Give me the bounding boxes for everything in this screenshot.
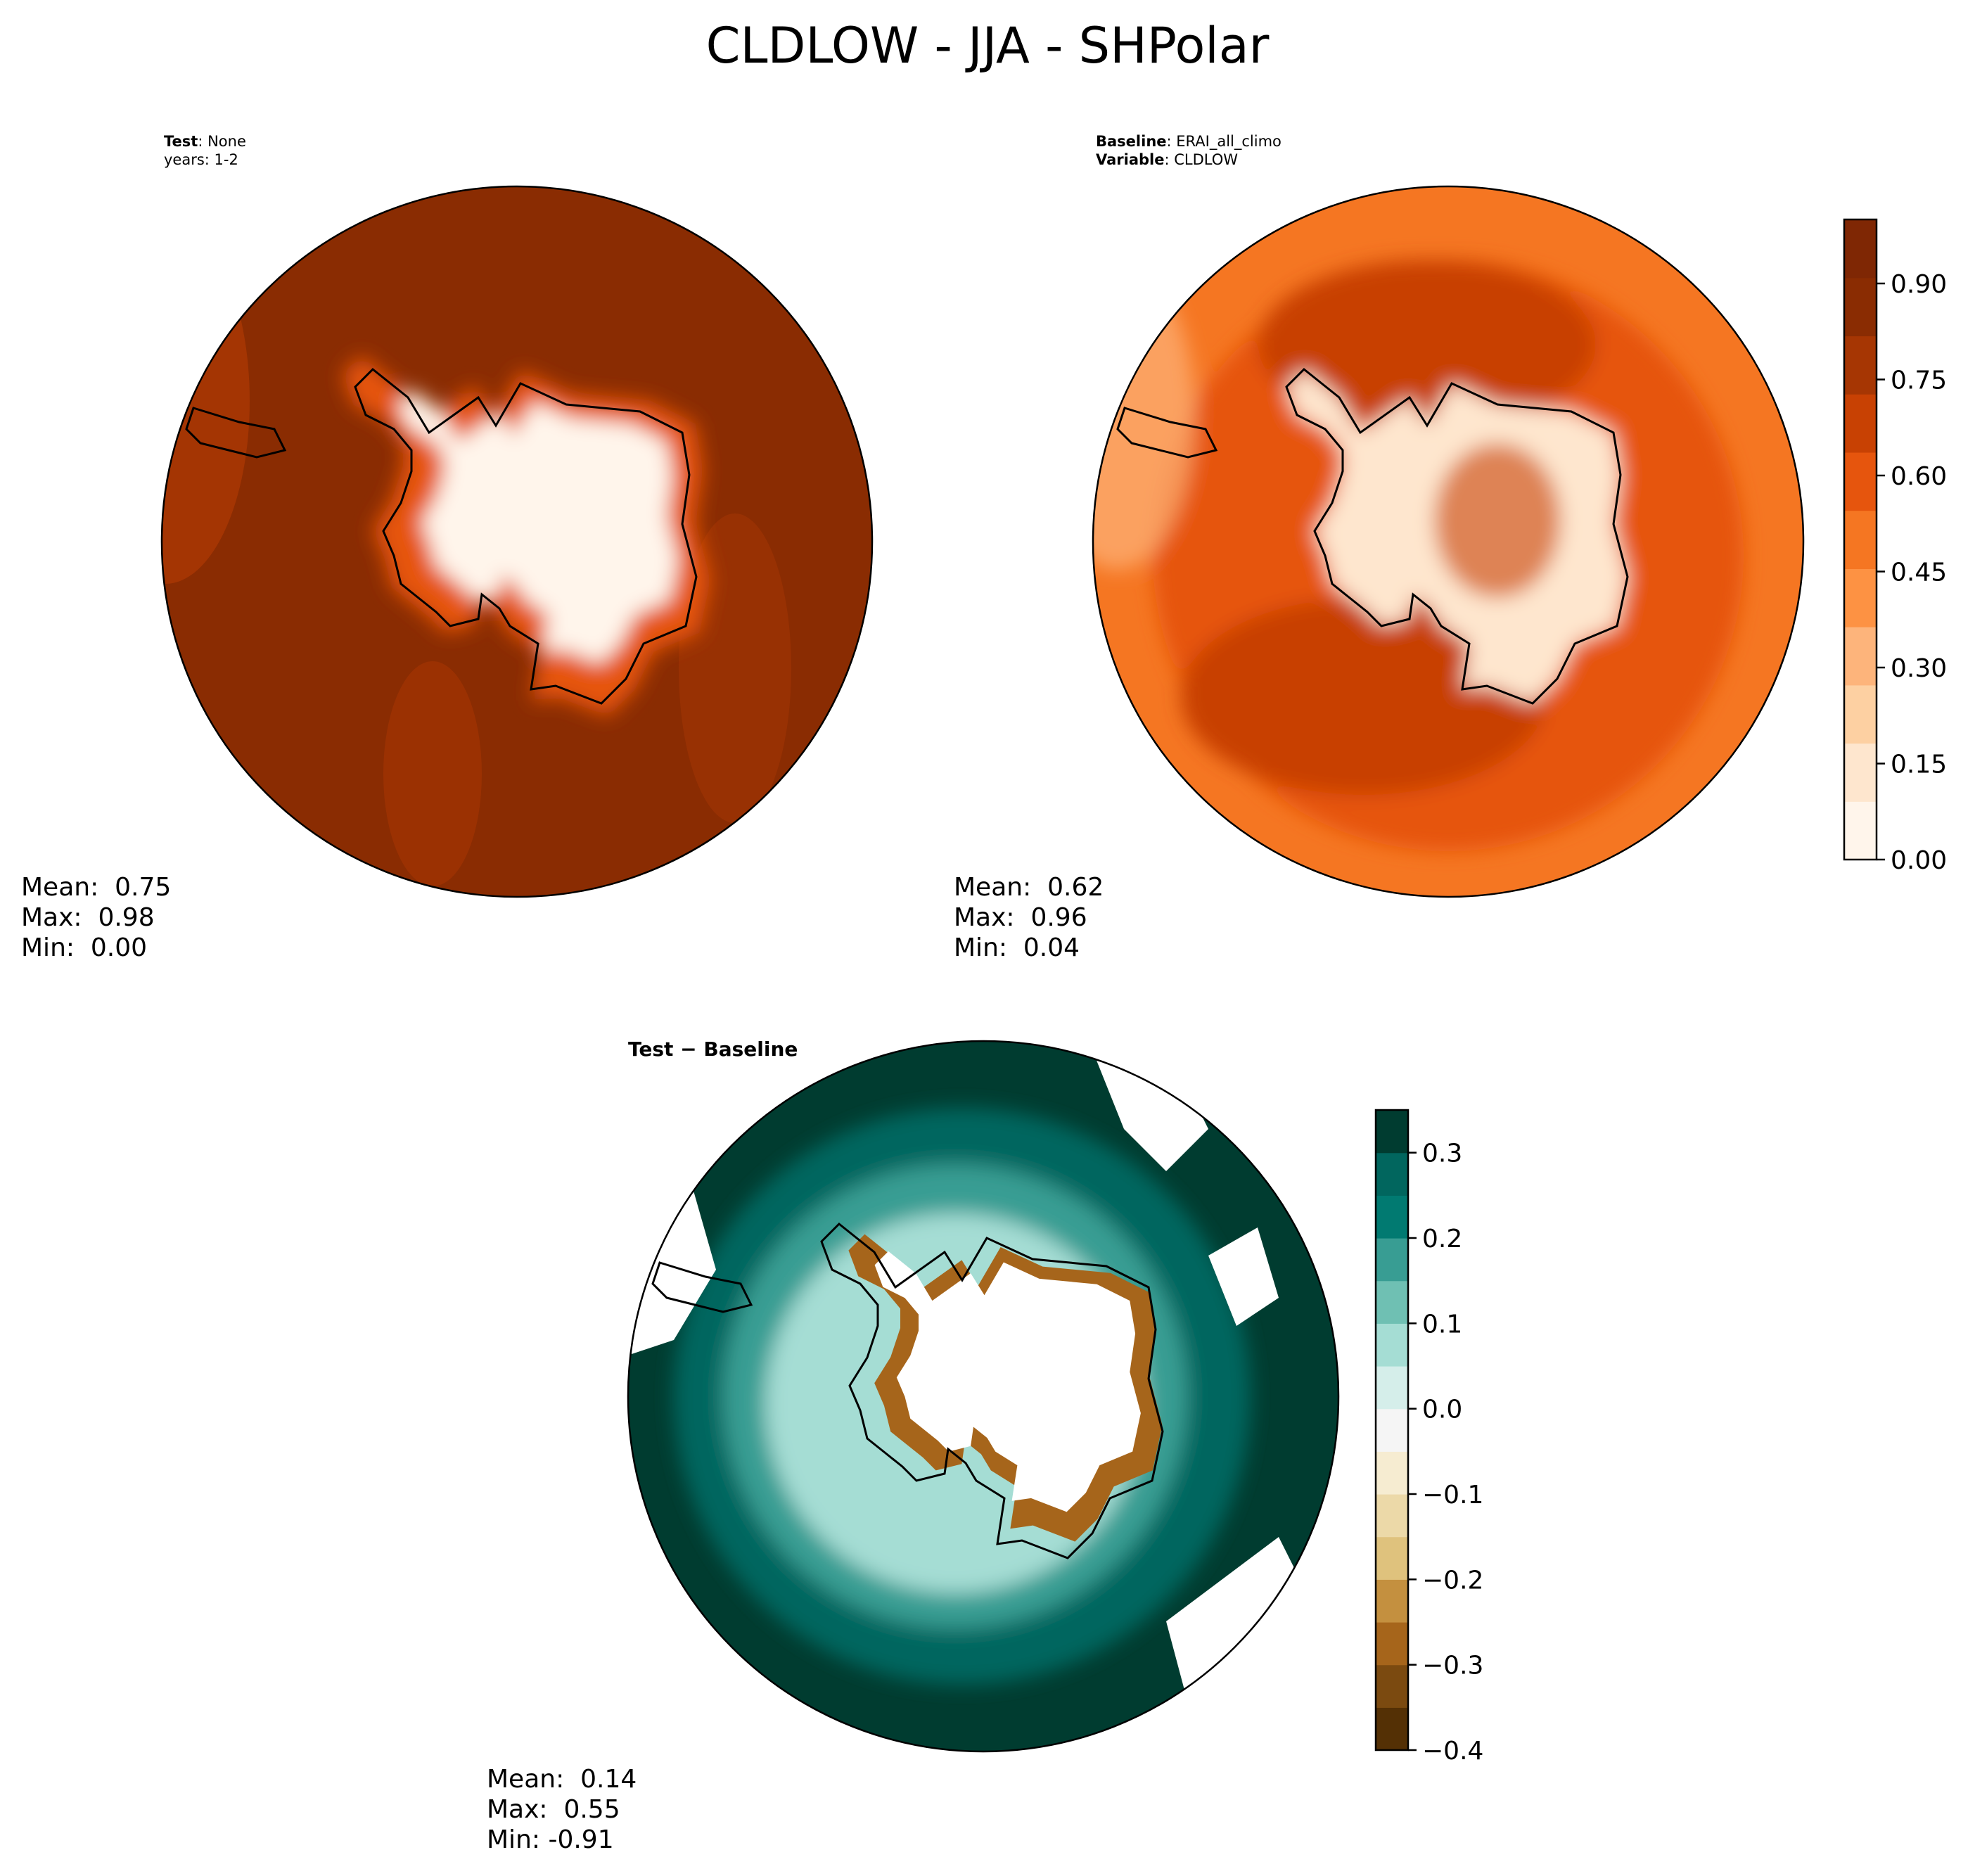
colorbar-tick-label: 0.60 bbox=[1891, 462, 1947, 491]
header-key: Variable bbox=[1096, 151, 1165, 168]
main-colorbar: 0.00 0.15 0.30 0.45 0.60 0.75 0.90 bbox=[1843, 218, 1947, 875]
baseline-map bbox=[1093, 186, 1803, 897]
baseline-panel-header: Baseline: ERAI_all_climo Variable: CLDLOW bbox=[1096, 132, 1281, 169]
colorbar-tick-label: 0.3 bbox=[1422, 1140, 1462, 1168]
header-line: Test: None bbox=[164, 132, 246, 151]
colorbar-segment bbox=[1844, 510, 1877, 569]
stat-min: Min: 0.00 bbox=[21, 933, 148, 962]
header-separator: : bbox=[1164, 151, 1175, 168]
stat-mean: Mean: 0.75 bbox=[21, 873, 172, 902]
colorbar-segment bbox=[1376, 1707, 1408, 1751]
colorbar-segment bbox=[1844, 277, 1877, 337]
colorbar-tick-label: 0.90 bbox=[1891, 270, 1947, 299]
colorbar-tick-label: 0.15 bbox=[1891, 751, 1947, 779]
colorbar-segment bbox=[1376, 1280, 1408, 1324]
stat-min: Min: 0.04 bbox=[954, 933, 1080, 962]
colorbar-tick-label: 0.75 bbox=[1891, 366, 1947, 395]
colorbar-tick-label: 0.45 bbox=[1891, 559, 1947, 587]
colorbar-frame bbox=[1374, 1109, 1410, 1751]
colorbar-segment bbox=[1376, 1451, 1408, 1495]
colorbar-segment bbox=[1376, 1323, 1408, 1367]
colorbar-segment bbox=[1844, 336, 1877, 395]
colorbar-segment bbox=[1376, 1664, 1408, 1708]
stat-max: Max: 0.98 bbox=[21, 903, 155, 932]
colorbar-tick-label: −0.1 bbox=[1422, 1481, 1483, 1510]
figure-title: CLDLOW - JJA - SHPolar bbox=[705, 17, 1270, 75]
colorbar-segment bbox=[1376, 1152, 1408, 1196]
test-panel-stats: Mean: 0.75 Max: 0.98 Min: 0.00 bbox=[21, 872, 171, 963]
colorbar-tick-label: 0.30 bbox=[1891, 654, 1947, 683]
header-value: None bbox=[207, 133, 246, 150]
header-line: years: 1-2 bbox=[164, 151, 246, 169]
colorbar-segment bbox=[1376, 1195, 1408, 1239]
colorbar-tick-label: 0.1 bbox=[1422, 1310, 1462, 1339]
header-line: Test − Baseline bbox=[628, 1038, 798, 1061]
header-value: years: 1-2 bbox=[164, 151, 238, 168]
colorbar-segment bbox=[1376, 1408, 1408, 1452]
colorbar-segment bbox=[1844, 684, 1877, 744]
header-value: ERAI_all_climo bbox=[1176, 133, 1281, 150]
colorbar-segment bbox=[1376, 1366, 1408, 1410]
header-line: Variable: CLDLOW bbox=[1096, 151, 1281, 169]
header-separator: : bbox=[1166, 133, 1177, 150]
colorbar-tick-label: −0.3 bbox=[1422, 1652, 1483, 1680]
colorbar-segment bbox=[1844, 801, 1877, 860]
colorbar-tick-label: 0.0 bbox=[1422, 1396, 1462, 1424]
colorbar-segment bbox=[1376, 1536, 1408, 1580]
colorbar-tick-label: −0.2 bbox=[1422, 1566, 1483, 1595]
colorbar-tick-label: 0.00 bbox=[1891, 846, 1947, 875]
difference-colorbar: −0.4 −0.3 −0.2 −0.1 0.0 0.1 0.2 0.3 bbox=[1374, 1109, 1483, 1766]
colorbar-segment bbox=[1844, 627, 1877, 686]
colorbar-frame bbox=[1843, 218, 1878, 861]
difference-map bbox=[628, 1041, 1338, 1751]
colorbar-segment bbox=[1844, 743, 1877, 802]
header-separator: : bbox=[198, 133, 208, 150]
stat-mean: Mean: 0.14 bbox=[487, 1765, 637, 1794]
colorbar-segment bbox=[1376, 1622, 1408, 1666]
colorbar-segment bbox=[1844, 568, 1877, 627]
difference-panel-stats: Mean: 0.14 Max: 0.55 Min: -0.91 bbox=[487, 1764, 637, 1855]
baseline-panel-stats: Mean: 0.62 Max: 0.96 Min: 0.04 bbox=[954, 872, 1104, 963]
colorbar-tick-label: −0.4 bbox=[1422, 1737, 1483, 1766]
colorbar-segment bbox=[1844, 219, 1877, 279]
colorbar-segment bbox=[1376, 1238, 1408, 1282]
stat-max: Max: 0.55 bbox=[487, 1795, 620, 1824]
colorbar-segment bbox=[1376, 1110, 1408, 1154]
colorbar-segment bbox=[1376, 1494, 1408, 1538]
stat-mean: Mean: 0.62 bbox=[954, 873, 1104, 902]
stat-min: Min: -0.91 bbox=[487, 1825, 614, 1854]
colorbar-segment bbox=[1844, 394, 1877, 453]
header-value: CLDLOW bbox=[1174, 151, 1239, 168]
difference-panel-header: Test − Baseline bbox=[628, 1038, 798, 1061]
test-panel-header: Test: None years: 1-2 bbox=[164, 132, 246, 169]
colorbar-segment bbox=[1376, 1579, 1408, 1623]
header-key: Baseline bbox=[1096, 133, 1167, 150]
colorbar-tick-label: 0.2 bbox=[1422, 1225, 1462, 1253]
header-key: Test bbox=[164, 133, 198, 150]
header-line: Baseline: ERAI_all_climo bbox=[1096, 132, 1281, 151]
test-map bbox=[162, 186, 872, 897]
stat-max: Max: 0.96 bbox=[954, 903, 1087, 932]
colorbar-segment bbox=[1844, 452, 1877, 511]
header-key: Test − Baseline bbox=[628, 1038, 798, 1061]
